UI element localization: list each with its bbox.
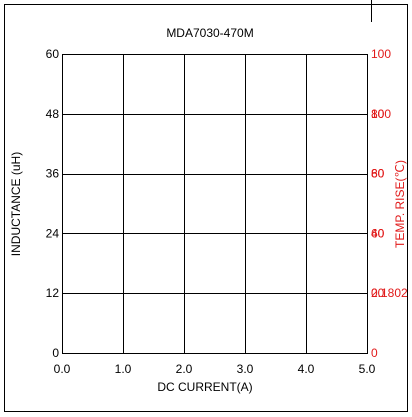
outer-frame bbox=[4, 4, 408, 412]
y-tick-label: 24 bbox=[46, 226, 60, 240]
secondary-y-axis-label: TEMP. RISE(℃) bbox=[393, 160, 407, 248]
secondary-y-tick-label: 100 bbox=[371, 47, 391, 61]
secondary-y-tick-label: 80 bbox=[371, 107, 385, 121]
x-tick-label: 4.0 bbox=[298, 362, 315, 376]
x-tick-label: 2.0 bbox=[176, 362, 193, 376]
secondary-y-tick-label: 40 bbox=[371, 226, 385, 240]
chart-title: MDA7030-470M bbox=[166, 26, 253, 40]
x-axis-label: DC CURRENT(A) bbox=[157, 380, 252, 394]
x-tick-label: 0.0 bbox=[54, 362, 71, 376]
secondary-y-tick-label: 20 bbox=[371, 286, 385, 300]
plot-area bbox=[62, 54, 368, 354]
secondary-y-tick-label: 80 bbox=[371, 167, 385, 181]
x-tick-label: 5.0 bbox=[359, 362, 376, 376]
x-tick-label: 1.0 bbox=[115, 362, 132, 376]
secondary-y-tick-label: 60 bbox=[371, 226, 385, 240]
y-tick-label: 12 bbox=[46, 286, 60, 300]
y-tick-label: 0 bbox=[52, 346, 59, 360]
y-tick-label: 36 bbox=[46, 167, 60, 181]
x-tick-labels: 0.0 1.0 2.0 3.0 4.0 5.0 bbox=[54, 362, 376, 376]
y-tick-label: 60 bbox=[46, 47, 60, 61]
grid bbox=[62, 54, 367, 353]
y-axis-label: INDUCTANCE (uH) bbox=[9, 152, 23, 256]
secondary-y-tick-label: 0.1802 bbox=[371, 286, 408, 300]
y-tick-label: 48 bbox=[46, 107, 60, 121]
secondary-y-tick-label: 60 bbox=[371, 167, 385, 181]
secondary-y-tick-label: 0 bbox=[371, 346, 378, 360]
secondary-y-tick-label: 100 bbox=[371, 107, 391, 121]
x-tick-label: 3.0 bbox=[237, 362, 254, 376]
y-tick-labels: 0 12 24 36 48 60 bbox=[46, 47, 60, 360]
